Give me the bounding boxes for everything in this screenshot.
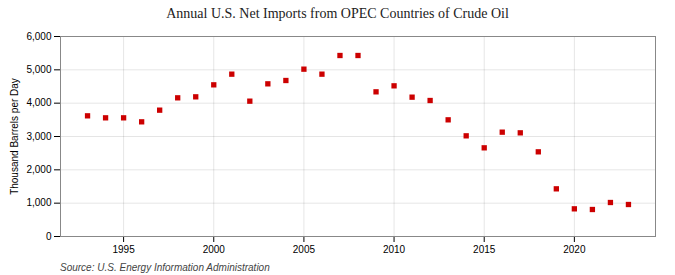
svg-text:2005: 2005 — [293, 244, 316, 255]
svg-text:1995: 1995 — [112, 244, 135, 255]
svg-text:2,000: 2,000 — [26, 164, 51, 175]
svg-text:5,000: 5,000 — [26, 64, 51, 75]
svg-text:3,000: 3,000 — [26, 131, 51, 142]
svg-text:4,000: 4,000 — [26, 97, 51, 108]
html-text:Source: U.S. Energy Informatio: Source: U.S. Energy Information Administ… — [60, 262, 270, 273]
svg-text:0: 0 — [46, 231, 52, 242]
svg-text:Thousand Barrels per Day: Thousand Barrels per Day — [9, 78, 20, 195]
svg-text:2015: 2015 — [473, 244, 496, 255]
svg-text:2020: 2020 — [563, 244, 586, 255]
svg-text:2010: 2010 — [383, 244, 406, 255]
svg-text:1,000: 1,000 — [26, 197, 51, 208]
svg-text:2000: 2000 — [203, 244, 226, 255]
html-text:Annual U.S. Net Imports from O: Annual U.S. Net Imports from OPEC Countr… — [166, 6, 509, 21]
svg-text:6,000: 6,000 — [26, 31, 51, 42]
